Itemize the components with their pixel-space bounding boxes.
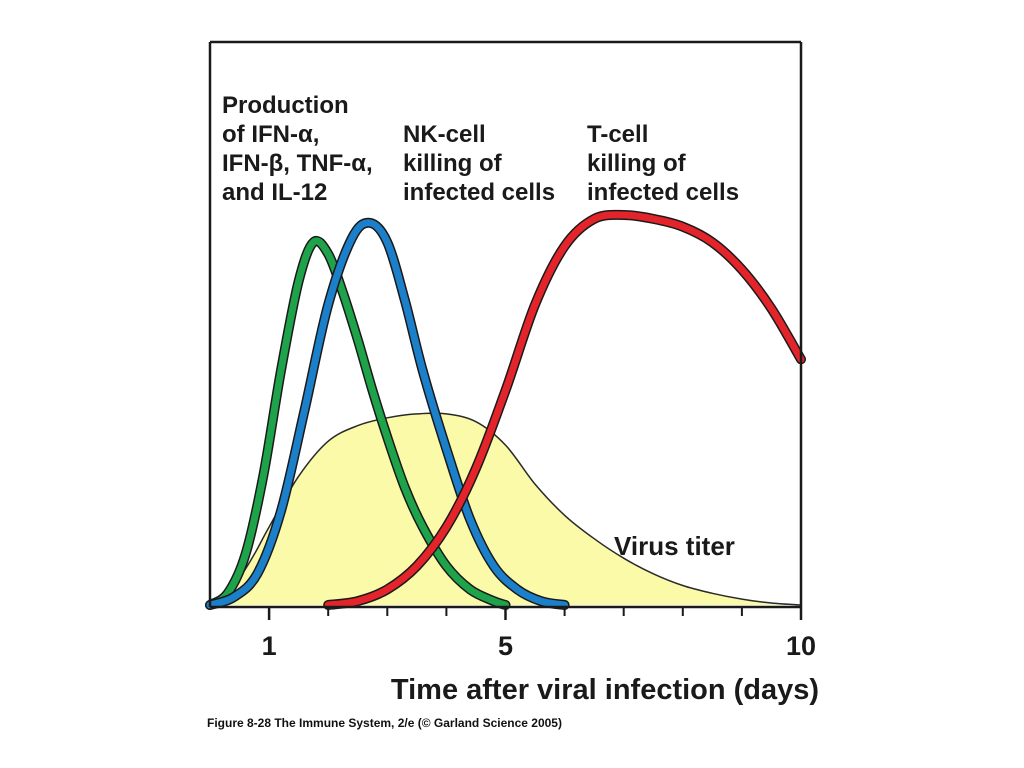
series-t-cell-line	[324, 211, 805, 609]
area-layer	[209, 412, 802, 606]
x-tick-label-5: 5	[498, 631, 513, 661]
line-layer	[205, 209, 806, 610]
annotation-nk-line-2: killing of	[403, 150, 503, 177]
annotation-nk: NK-cell killing of infected cells	[403, 121, 555, 206]
annotation-tcell-line-3: infected cells	[587, 179, 739, 206]
annotation-nk-line-1: NK-cell	[403, 121, 486, 148]
annotation-cytokine-line-4: and IL-12	[222, 179, 327, 206]
x-tick-label-10: 10	[786, 631, 816, 661]
tick-layer: 1 5 10	[262, 607, 816, 661]
series-nk-cell-line	[206, 219, 569, 609]
annotation-virus-titer: Virus titer	[614, 531, 735, 561]
annotation-tcell-line-2: killing of	[587, 150, 687, 177]
series-virus-titer-area	[210, 413, 801, 605]
series-cytokine-line	[206, 237, 509, 609]
annotation-cytokine: Production of IFN-α, IFN-β, TNF-α, and I…	[222, 92, 379, 206]
series-virus-titer-outline	[209, 412, 802, 606]
annotation-cytokine-line-1: Production	[222, 92, 349, 119]
annotation-cytokine-line-3: IFN-β, TNF-α,	[222, 150, 373, 177]
figure-caption: Figure 8-28 The Immune System, 2/e (© Ga…	[207, 716, 562, 730]
annotation-tcell-line-1: T-cell	[587, 121, 648, 148]
x-axis-label: Time after viral infection (days)	[391, 674, 819, 706]
x-tick-label-1: 1	[262, 631, 277, 661]
annotation-cytokine-line-2: of IFN-α,	[222, 121, 319, 148]
annotation-tcell: T-cell killing of infected cells	[587, 121, 739, 206]
annotation-nk-line-3: infected cells	[403, 179, 555, 206]
